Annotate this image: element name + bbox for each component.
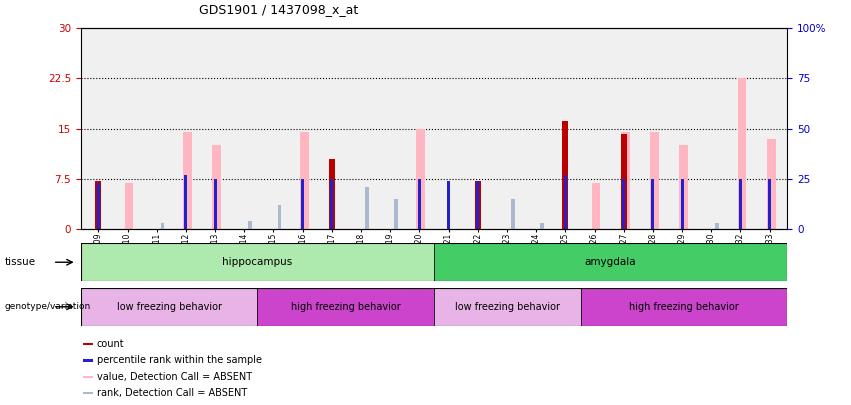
Bar	[83, 375, 94, 378]
Bar	[365, 188, 368, 229]
Bar	[434, 288, 581, 326]
Text: hippocampus: hippocampus	[222, 257, 293, 267]
Bar	[621, 134, 626, 229]
Bar	[564, 175, 567, 229]
Bar	[540, 224, 544, 229]
Bar	[621, 132, 630, 229]
Bar	[622, 179, 625, 229]
Bar	[83, 359, 94, 362]
Bar	[416, 129, 426, 229]
Bar	[300, 132, 309, 229]
Bar	[511, 199, 515, 229]
Bar	[277, 205, 281, 229]
Bar	[447, 181, 450, 229]
Bar	[418, 179, 421, 229]
Bar	[81, 288, 257, 326]
Bar	[124, 183, 134, 229]
Bar	[434, 243, 787, 281]
Text: high freezing behavior: high freezing behavior	[291, 302, 401, 312]
Bar	[650, 132, 659, 229]
Text: count: count	[97, 339, 124, 349]
Bar	[185, 175, 187, 229]
Text: tissue: tissue	[4, 257, 36, 267]
Bar	[581, 288, 787, 326]
Bar	[212, 145, 221, 229]
Text: low freezing behavior: low freezing behavior	[117, 302, 221, 312]
Bar	[183, 132, 191, 229]
Bar	[83, 392, 94, 394]
Text: GDS1901 / 1437098_x_at: GDS1901 / 1437098_x_at	[199, 3, 358, 16]
Bar	[563, 121, 568, 229]
Text: genotype/variation: genotype/variation	[4, 302, 90, 311]
Bar	[475, 181, 481, 229]
Bar	[591, 183, 600, 229]
Bar	[679, 145, 688, 229]
Text: low freezing behavior: low freezing behavior	[455, 302, 560, 312]
Bar	[161, 224, 164, 229]
Bar	[739, 179, 742, 229]
Text: value, Detection Call = ABSENT: value, Detection Call = ABSENT	[97, 372, 252, 382]
Bar	[83, 343, 94, 345]
Bar	[652, 179, 654, 229]
Bar	[767, 139, 775, 229]
Bar	[681, 179, 683, 229]
Bar	[97, 183, 100, 229]
Bar	[248, 221, 252, 229]
Bar	[214, 179, 216, 229]
Bar	[716, 224, 719, 229]
Bar	[81, 243, 434, 281]
Bar	[394, 199, 397, 229]
Text: amygdala: amygdala	[585, 257, 637, 267]
Text: rank, Detection Call = ABSENT: rank, Detection Call = ABSENT	[97, 388, 247, 398]
Text: high freezing behavior: high freezing behavior	[629, 302, 739, 312]
Bar	[738, 79, 746, 229]
Bar	[301, 179, 304, 229]
Text: percentile rank within the sample: percentile rank within the sample	[97, 356, 262, 365]
Bar	[768, 179, 771, 229]
Bar	[330, 179, 334, 229]
Bar	[257, 288, 434, 326]
Bar	[95, 181, 101, 229]
Bar	[477, 181, 479, 229]
Bar	[329, 159, 334, 229]
